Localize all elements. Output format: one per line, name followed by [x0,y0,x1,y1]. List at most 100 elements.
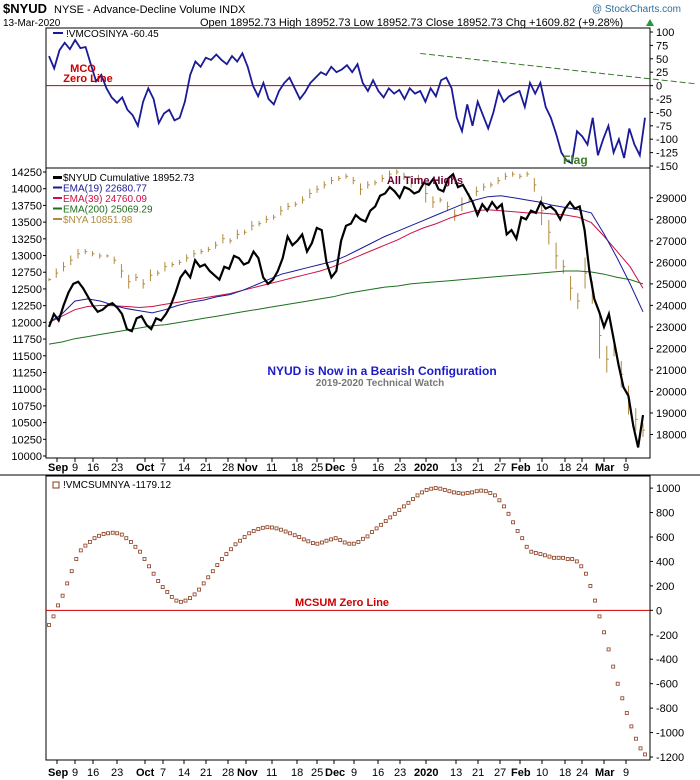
exchange-label: NYSE - Advance-Decline Volume INDX [54,4,246,16]
x-tick-label: 16 [372,462,384,474]
y-tick-label-left: 12750 [11,267,42,279]
x-tick-label: 27 [494,767,506,779]
x-tick-label: 16 [87,462,99,474]
mcsum-point [74,557,79,561]
mcsum-point [543,553,547,558]
legend-entry: $NYA 10851.98 [63,215,133,226]
mcsum-point [565,557,570,561]
mcsum-point [110,530,115,535]
mcsum-point [397,508,402,513]
mcsum-point [483,489,488,494]
x-tick-label: Nov [237,767,259,779]
mco-series-line [48,38,646,165]
mcsum-point [260,525,265,530]
y-tick-label-left: 13000 [11,251,42,263]
mcsum-point [611,664,616,669]
mcsum-point [165,590,170,594]
x-tick-label: Sep [48,462,68,474]
y-tick-label: 600 [656,532,674,544]
mcsum-point [242,535,247,539]
mcsum-point [142,557,147,561]
y-tick-label-right: 22000 [656,343,687,355]
x-tick-label: 2020 [414,462,438,474]
x-tick-label: 21 [472,767,484,779]
mcsum-point [310,541,315,545]
mcsum-point [620,696,625,701]
y-tick-label: -800 [656,703,678,715]
x-tick-label: 16 [372,767,384,779]
mcsum-point [411,497,415,502]
mcsum-point [210,569,215,574]
mcsum-point [92,536,97,541]
y-tick-label-left: 11000 [12,384,42,396]
x-tick-label: 18 [559,767,571,779]
mcsum-points [47,486,647,757]
mcsum-point [183,598,188,603]
date-label: 13-Mar-2020 [3,18,61,29]
bottom-legend-swatch [52,481,60,489]
y-tick-label: -25 [656,94,672,106]
mcsum-point [593,598,597,603]
mcsum-point [383,519,388,523]
mcsum-point [133,544,138,549]
mcsum-point [224,552,229,556]
mcsum-point [624,711,629,715]
mcsum-point [188,596,192,600]
mcsum-point [219,557,224,561]
y-tick-label: 400 [656,556,674,568]
y-tick-label: -75 [656,121,672,133]
mcsum-point [538,552,543,556]
y-tick-label-left: 10000 [11,451,42,463]
mcsum-point [269,525,274,530]
mcsum-point [479,488,484,493]
y-tick-label: -50 [656,107,672,119]
annotation-title: NYUD is Now in a Bearish Configuration [267,364,496,378]
mcsum-point [297,535,302,539]
x-tick-label: 21 [200,462,212,474]
y-tick-label: 75 [656,40,668,52]
mcsum-point [570,557,575,561]
mcsum-point [629,724,634,729]
y-tick-label-left: 11500 [12,351,42,363]
x-tick-label: 13 [450,462,462,474]
y-tick-label-left: 10250 [11,434,42,446]
x-tick-label: Sep [48,767,68,779]
y-tick-label-right: 18000 [656,429,687,441]
mcsum-point [247,531,252,536]
x-tick-label: Feb [511,767,531,779]
panel-top-frame [45,27,651,169]
mcsum-point [588,584,593,588]
legend-entry: EMA(39) 24760.09 [63,194,147,205]
mcsum-point [415,493,420,498]
mcsum-point [584,571,588,576]
y-tick-label-right: 20000 [656,386,687,398]
mcsum-point [83,543,88,548]
mcsum-point [138,549,142,554]
mcsum-point [365,534,370,539]
mcsum-point [356,540,361,544]
x-tick-label: Nov [237,462,259,474]
y-tick-label-left: 11250 [12,367,42,379]
mcsum-point [556,555,561,560]
series-line-1 [48,195,644,324]
mcsum-point [492,493,497,498]
mcsum-point [56,603,60,608]
x-tick-label: 7 [160,767,166,779]
x-tick-label: 9 [72,462,78,474]
mcsum-point [124,536,129,541]
x-tick-label: Oct [136,767,155,779]
mcsum-point [547,554,552,559]
mcsum-point [169,595,174,599]
mcsum-point [465,491,470,495]
mcsum-point [360,536,365,541]
mcsum-point [561,555,565,560]
x-tick-label: 18 [559,462,571,474]
y-tick-label-left: 13500 [11,217,42,229]
bottom-legend-text: !VMCSUMNYA -1179.12 [63,480,171,491]
x-tick-label: Dec [325,767,345,779]
mcsum-point [579,564,584,569]
mcsum-point [288,531,293,536]
mcsum-point [178,599,183,604]
mcsum-point [229,547,233,552]
